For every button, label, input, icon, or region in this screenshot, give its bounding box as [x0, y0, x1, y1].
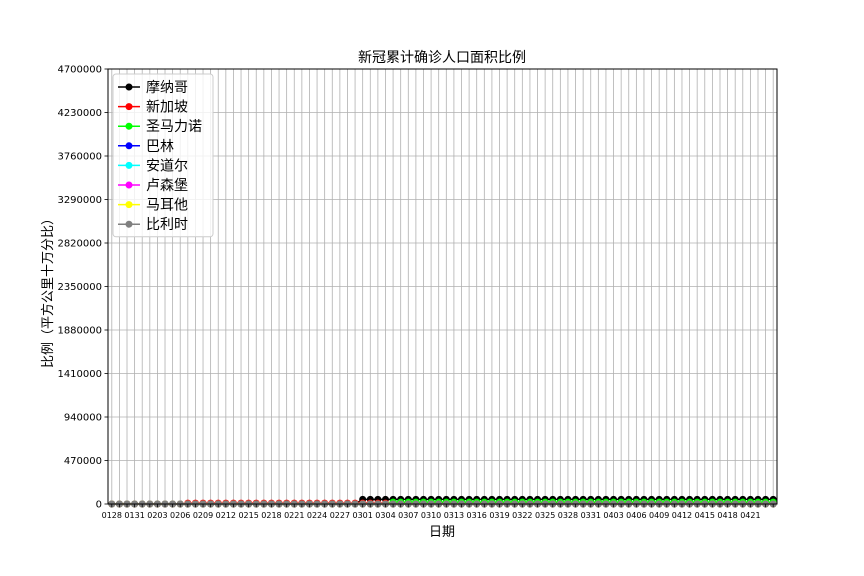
y-tick-label: 2820000	[57, 239, 102, 250]
grid	[108, 68, 777, 505]
x-tick-label: 0313	[444, 511, 464, 520]
legend-label: 新加坡	[146, 100, 188, 116]
x-tick-label: 0224	[307, 511, 327, 520]
x-tick-label: 0212	[216, 511, 236, 520]
y-tick-label: 3760000	[57, 152, 102, 163]
legend-swatch-marker	[125, 181, 133, 189]
y-tick-label: 3290000	[57, 195, 102, 206]
x-tick-label: 0301	[352, 511, 372, 520]
legend-swatch-marker	[125, 201, 133, 209]
y-tick-label: 470000	[64, 456, 102, 467]
x-tick-label: 0322	[512, 511, 532, 520]
x-axis-label: 日期	[429, 525, 455, 540]
legend-swatch-marker	[125, 142, 133, 150]
legend-swatch-marker	[125, 122, 133, 130]
y-tick-label: 0	[96, 500, 102, 511]
y-tick-label: 2350000	[57, 282, 102, 293]
x-tick-label: 0209	[193, 511, 213, 520]
x-tick-label: 0310	[421, 511, 441, 520]
y-tick-label: 940000	[64, 413, 102, 424]
y-tick-label: 1410000	[57, 369, 102, 380]
series-layer	[108, 495, 777, 508]
chart-title: 新冠累计确诊人口面积比例	[358, 50, 526, 66]
x-tick-label: 0227	[330, 511, 350, 520]
x-tick-label: 0325	[535, 511, 555, 520]
legend-swatch-marker	[125, 161, 133, 169]
x-tick-label: 0203	[147, 511, 167, 520]
x-tick-label: 0206	[170, 511, 190, 520]
x-tick-label: 0331	[581, 511, 601, 520]
legend-label: 比利时	[146, 217, 188, 233]
x-tick-label: 0406	[626, 511, 646, 520]
y-tick-label: 4230000	[57, 108, 102, 119]
x-tick-label: 0316	[467, 511, 487, 520]
x-axis: 0128 0131 0203 0206 0209 0212 0215 0218 0221 0224…	[102, 504, 774, 520]
x-tick-label: 0415	[695, 511, 715, 520]
x-tick-label: 0131	[124, 511, 144, 520]
x-tick-label: 0412	[672, 511, 692, 520]
legend-swatch-marker	[125, 83, 133, 91]
legend-label: 卢森堡	[146, 178, 188, 194]
x-tick-label: 0215	[238, 511, 258, 520]
x-tick-label: 0418	[717, 511, 737, 520]
x-tick-label: 0304	[375, 511, 395, 520]
legend-label: 安道尔	[146, 158, 188, 174]
x-tick-label: 0403	[603, 511, 623, 520]
x-tick-label: 0319	[489, 511, 509, 520]
legend-label: 摩纳哥	[146, 79, 188, 96]
y-axis-label: 比例（平方公里十万分比）	[40, 212, 56, 368]
x-tick-label: 0421	[740, 511, 760, 520]
legend-label: 巴林	[146, 139, 174, 155]
x-tick-label: 0221	[284, 511, 304, 520]
y-tick-label: 1880000	[57, 326, 102, 337]
x-tick-label: 0409	[649, 511, 669, 520]
legend-swatch-marker	[125, 220, 133, 228]
x-tick-label: 0128	[102, 511, 122, 520]
y-axis: 0 470000 940000 1410000 1880000 2350000 282000…	[57, 65, 108, 511]
y-tick-label: 4700000	[57, 65, 102, 76]
x-tick-label: 0328	[558, 511, 578, 520]
legend-box	[112, 73, 214, 238]
legend-label: 马耳他	[146, 198, 188, 214]
x-tick-label: 0218	[261, 511, 281, 520]
x-tick-label: 0307	[398, 511, 418, 520]
series-line	[111, 502, 774, 505]
legend-swatch-marker	[125, 103, 133, 111]
legend-label: 圣马力诺	[146, 119, 202, 135]
